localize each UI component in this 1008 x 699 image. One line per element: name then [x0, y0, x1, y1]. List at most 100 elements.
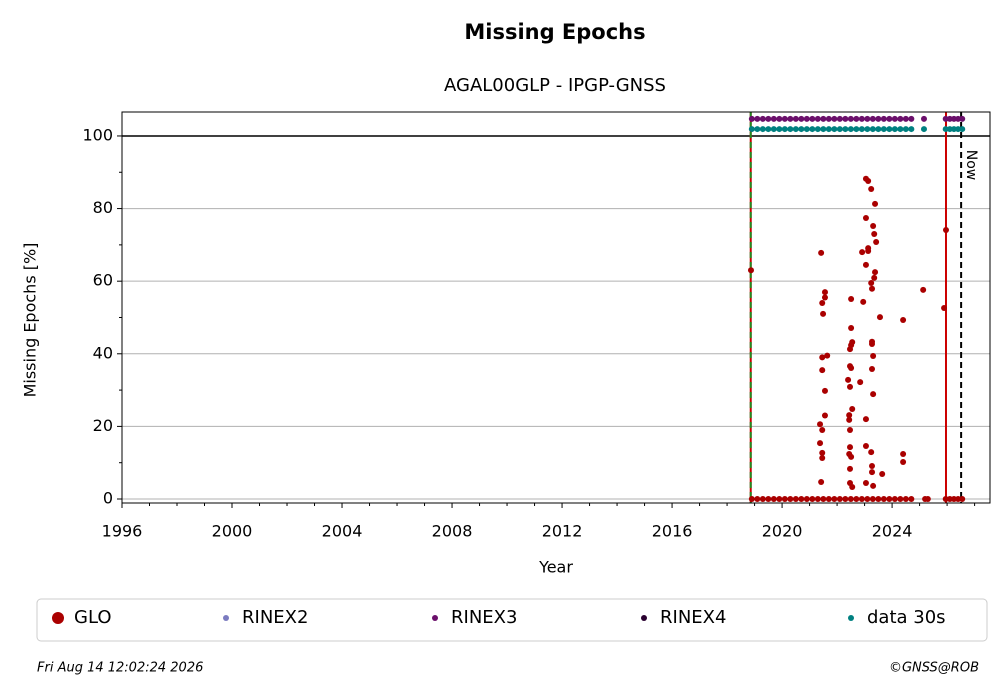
data-point [819, 367, 826, 374]
data-point [809, 126, 816, 133]
data-point [848, 364, 855, 371]
data-point [872, 200, 879, 207]
data-point [759, 115, 766, 122]
data-point [819, 427, 826, 434]
data-point [849, 339, 856, 346]
data-point [819, 299, 826, 306]
data-point [836, 126, 843, 133]
x-tick-label: 2004 [322, 522, 363, 541]
data-point [880, 496, 887, 503]
data-point [900, 317, 907, 324]
data-point [870, 391, 877, 398]
data-point [824, 352, 831, 359]
y-tick-label: 0 [103, 489, 113, 508]
data-point [862, 443, 869, 450]
data-point [765, 496, 772, 503]
data-point [847, 444, 854, 451]
data-point [902, 496, 909, 503]
data-point [862, 480, 869, 487]
data-point [862, 416, 869, 423]
data-point [847, 383, 854, 390]
data-point [941, 305, 948, 312]
legend-label: RINEX3 [451, 607, 517, 628]
data-point [798, 496, 805, 503]
x-tick-label: 2012 [542, 522, 583, 541]
data-point [873, 238, 880, 245]
data-point [798, 115, 805, 122]
data-point [869, 366, 876, 373]
data-point [886, 496, 893, 503]
data-point [853, 126, 860, 133]
data-point [770, 115, 777, 122]
data-point [792, 126, 799, 133]
data-point [869, 126, 876, 133]
data-point [820, 115, 827, 122]
data-point [876, 314, 883, 321]
data-point [886, 115, 893, 122]
data-point [920, 115, 927, 122]
data-point [955, 496, 962, 503]
data-point [787, 496, 794, 503]
data-point [776, 115, 783, 122]
data-point [864, 115, 871, 122]
data-point [871, 230, 878, 237]
data-point [759, 496, 766, 503]
data-point [765, 126, 772, 133]
data-point [792, 496, 799, 503]
x-tick-label: 2024 [872, 522, 913, 541]
data-point [875, 126, 882, 133]
data-point [869, 285, 876, 292]
plot-frame [121, 111, 991, 504]
data-point [900, 458, 907, 465]
data-point [959, 126, 966, 133]
data-point [821, 289, 828, 296]
data-point [860, 298, 867, 305]
data-point [924, 496, 931, 503]
data-point [849, 405, 856, 412]
data-point [875, 496, 882, 503]
data-point [869, 496, 876, 503]
data-point [798, 126, 805, 133]
data-point [781, 496, 788, 503]
data-point [959, 115, 966, 122]
data-point [819, 454, 826, 461]
legend-marker [223, 615, 229, 621]
data-point [862, 215, 869, 222]
data-point [836, 496, 843, 503]
data-point [920, 126, 927, 133]
data-point [920, 286, 927, 293]
data-point [820, 310, 827, 317]
data-point [946, 496, 953, 503]
data-point [846, 416, 853, 423]
data-point [908, 126, 915, 133]
data-point [770, 126, 777, 133]
data-point [803, 115, 810, 122]
data-point [869, 338, 876, 345]
data-point [818, 249, 825, 256]
data-point [747, 267, 754, 274]
timestamp: Fri Aug 14 12:02:24 2026 [37, 661, 203, 676]
data-point [950, 496, 957, 503]
data-point [942, 115, 949, 122]
x-axis-label: Year [538, 558, 573, 577]
data-point [870, 352, 877, 359]
data-point [955, 126, 962, 133]
data-point [942, 496, 949, 503]
data-point [869, 462, 876, 469]
data-point [820, 496, 827, 503]
legend-label: data 30s [867, 607, 946, 628]
data-point [847, 427, 854, 434]
data-point [847, 126, 854, 133]
data-point [831, 126, 838, 133]
data-point [787, 126, 794, 133]
data-point [870, 222, 877, 229]
legend-marker [52, 612, 64, 624]
data-point [858, 496, 865, 503]
data-point [842, 496, 849, 503]
data-point [847, 465, 854, 472]
data-point [819, 449, 826, 456]
data-point [950, 126, 957, 133]
data-point [809, 115, 816, 122]
data-point [845, 376, 852, 383]
